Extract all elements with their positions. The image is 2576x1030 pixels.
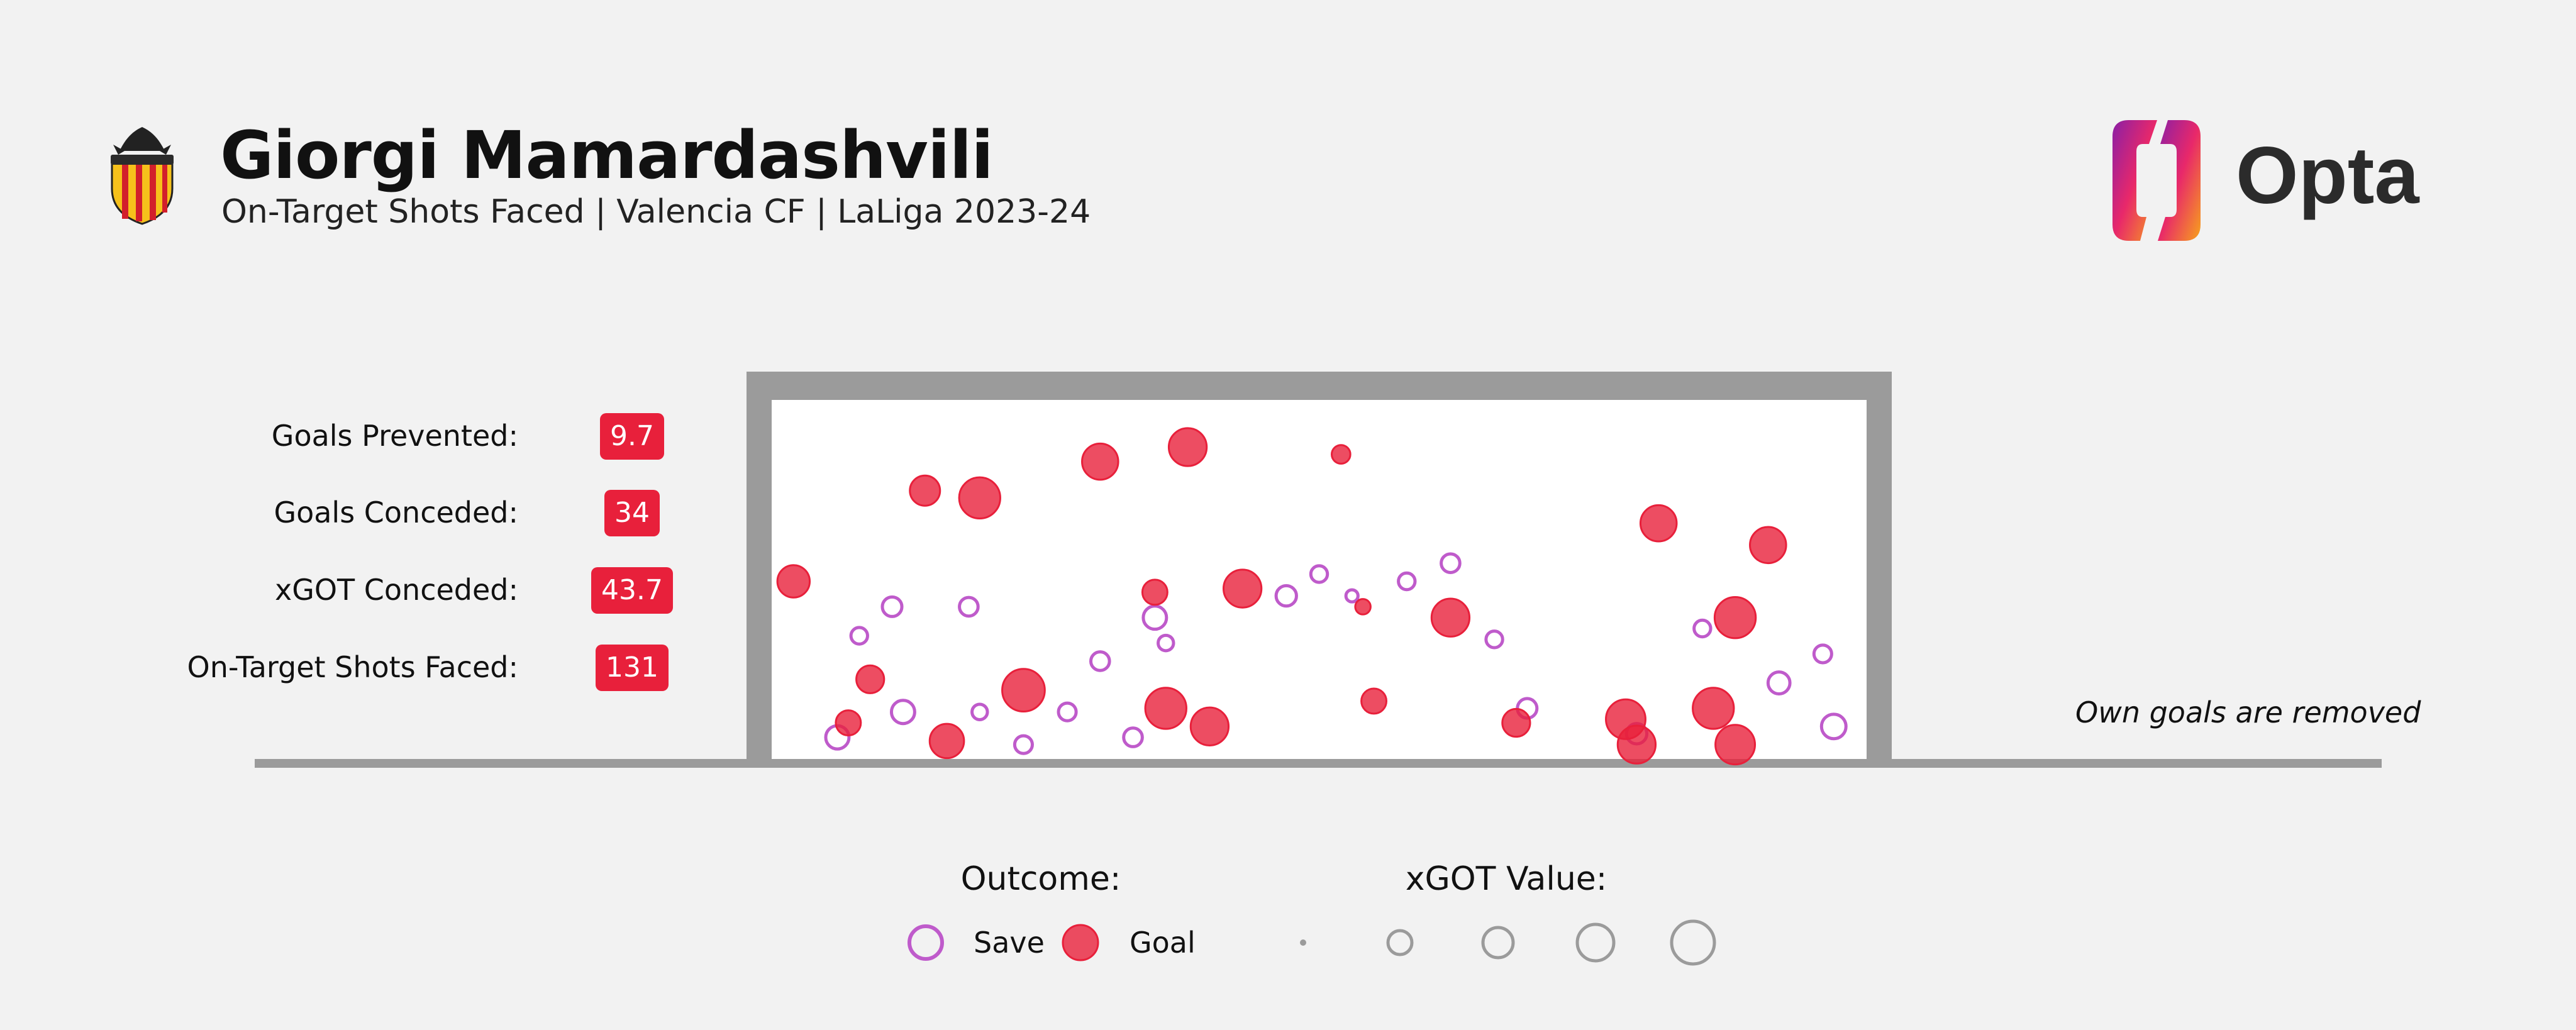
goal-shot-marker bbox=[776, 564, 811, 599]
save-shot-marker bbox=[889, 699, 916, 726]
own-goals-note: Own goals are removed bbox=[2075, 695, 2421, 729]
xgot-conceded-value: 43.7 bbox=[591, 567, 673, 614]
goal-shot-marker bbox=[1189, 706, 1230, 746]
goal-shot-marker bbox=[1692, 687, 1735, 730]
goal-shot-marker bbox=[1430, 597, 1471, 638]
save-legend-label: Save bbox=[974, 926, 1045, 960]
save-shot-marker bbox=[1397, 571, 1417, 592]
outcome-legend-title: Outcome: bbox=[961, 860, 1121, 898]
save-shot-marker bbox=[880, 595, 904, 618]
goal-shot-marker bbox=[928, 723, 965, 760]
save-shot-marker bbox=[1692, 618, 1713, 639]
goal-shot-marker bbox=[1360, 687, 1387, 715]
goal-legend-label: Goal bbox=[1130, 926, 1196, 960]
goal-shot-marker bbox=[1331, 444, 1352, 465]
goal-shot-marker bbox=[1141, 579, 1169, 606]
ground-line bbox=[255, 759, 2382, 768]
goal-shot-marker bbox=[1144, 687, 1187, 730]
opta-logo: Opta bbox=[2112, 120, 2419, 241]
goals-prevented-label: Goals Prevented: bbox=[271, 419, 518, 453]
save-shot-marker bbox=[849, 626, 869, 646]
save-shot-marker bbox=[1812, 643, 1833, 665]
xgot-size-legend-marker bbox=[1300, 939, 1306, 946]
save-shot-marker bbox=[1484, 629, 1504, 650]
chart-subtitle: On-Target Shots Faced | Valencia CF | La… bbox=[221, 193, 1091, 231]
xgot-size-legend bbox=[1300, 919, 1716, 966]
goal-shot-marker bbox=[1749, 526, 1787, 565]
xgot-conceded-label: xGOT Conceded: bbox=[274, 573, 518, 607]
save-shot-marker bbox=[970, 702, 989, 721]
goal-shot-marker bbox=[1714, 724, 1757, 766]
on-target-shots-value: 131 bbox=[596, 645, 669, 691]
xgot-legend-title: xGOT Value: bbox=[1406, 860, 1607, 898]
save-shot-marker bbox=[1089, 650, 1111, 672]
goal-shot-marker bbox=[1605, 698, 1646, 740]
save-shot-marker bbox=[958, 595, 980, 618]
goals-conceded-value: 34 bbox=[604, 490, 660, 536]
save-shot-marker bbox=[1309, 564, 1330, 584]
goal-shot-marker bbox=[1081, 442, 1119, 481]
xgot-size-legend-marker bbox=[1386, 929, 1414, 956]
save-shot-marker bbox=[1766, 670, 1792, 695]
goal-shot-marker bbox=[1713, 596, 1757, 640]
save-shot-marker bbox=[1440, 552, 1462, 574]
save-shot-marker bbox=[1122, 726, 1144, 748]
goals-conceded-label: Goals Conceded: bbox=[274, 496, 518, 529]
save-shot-marker bbox=[1274, 584, 1298, 608]
goal-shot-marker bbox=[958, 476, 1001, 519]
goal-shot-marker bbox=[1639, 504, 1678, 543]
on-target-shots-label: On-Target Shots Faced: bbox=[187, 650, 518, 684]
save-shot-marker bbox=[1157, 633, 1175, 653]
goals-prevented-value: 9.7 bbox=[600, 413, 664, 460]
goal-shot-marker bbox=[1001, 668, 1046, 712]
goal-shot-marker bbox=[909, 474, 941, 507]
xgot-size-legend-marker bbox=[1670, 919, 1716, 966]
goal-shot-marker bbox=[1501, 707, 1531, 738]
save-legend-marker bbox=[908, 924, 944, 961]
save-shot-marker bbox=[1057, 701, 1078, 723]
save-shot-marker bbox=[1141, 604, 1169, 631]
goal-shot-marker bbox=[1222, 568, 1263, 609]
player-name: Giorgi Mamardashvili bbox=[220, 117, 994, 194]
goal-legend-marker bbox=[1062, 924, 1099, 961]
save-shot-marker bbox=[1344, 588, 1360, 604]
goal-shot-marker bbox=[855, 664, 886, 694]
goal-shot-marker bbox=[835, 709, 862, 736]
valencia-cf-crest-icon bbox=[111, 127, 174, 225]
save-shot-marker bbox=[1013, 734, 1034, 755]
xgot-size-legend-marker bbox=[1481, 926, 1515, 960]
opta-logo-text: Opta bbox=[2236, 131, 2419, 221]
shots-layer bbox=[776, 427, 1848, 766]
xgot-size-legend-marker bbox=[1575, 922, 1616, 963]
goal-shot-marker bbox=[1167, 427, 1208, 467]
save-shot-marker bbox=[1819, 712, 1848, 741]
goal-shot-marker bbox=[1354, 598, 1372, 616]
